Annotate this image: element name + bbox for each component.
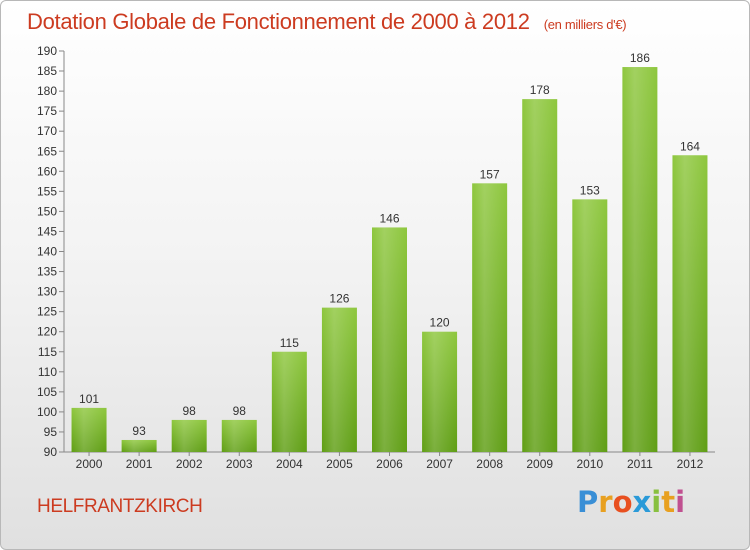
y-tick-label: 170 (37, 124, 57, 138)
value-label-2011: 186 (630, 51, 650, 65)
value-label-2010: 153 (580, 183, 600, 197)
x-tick-label-2005: 2005 (326, 457, 353, 471)
y-tick-label: 145 (37, 224, 57, 238)
y-tick-label: 180 (37, 84, 57, 98)
bar-shine-2012 (672, 155, 708, 452)
y-tick-label: 140 (37, 245, 57, 259)
logo-letter: t (661, 485, 676, 519)
chart-bars: 101 93 98 98 115 126 146 120 157 178 153 186 164 (71, 51, 708, 453)
value-label-2007: 120 (430, 316, 450, 330)
x-tick-label-2008: 2008 (476, 457, 503, 471)
x-tick-label-2001: 2001 (126, 457, 153, 471)
x-tick-label-2004: 2004 (276, 457, 303, 471)
logo-letter: i (675, 485, 686, 519)
bar-shine-2011 (622, 67, 658, 452)
x-tick-label-2000: 2000 (76, 457, 103, 471)
logo-letter: P (577, 485, 599, 519)
x-tick-label-2007: 2007 (426, 457, 453, 471)
y-tick-label: 110 (38, 365, 57, 379)
x-tick-label-2010: 2010 (576, 457, 603, 471)
value-label-2003: 98 (233, 404, 247, 418)
y-tick-label: 105 (37, 385, 57, 399)
y-tick-label: 165 (37, 144, 57, 158)
value-label-2006: 146 (379, 211, 399, 225)
bar-shine-2003 (221, 419, 257, 452)
y-tick-label: 90 (44, 445, 58, 459)
bar-shine-2005 (321, 307, 357, 452)
y-tick-label: 160 (37, 164, 57, 178)
chart-axes: 90 95 100 105 110 115 120 125 130 135 140 145 150 155… (37, 44, 715, 471)
y-tick-label: 155 (37, 184, 57, 198)
x-tick-label-2009: 2009 (526, 457, 553, 471)
y-tick-label: 120 (37, 325, 57, 339)
y-tick-label: 190 (37, 44, 57, 58)
bar-shine-2009 (522, 99, 558, 453)
logo-letter: x (632, 485, 652, 519)
chart-unit: (en milliers d'€) (543, 17, 627, 32)
y-tick-label: 95 (44, 425, 58, 439)
y-tick-label: 130 (37, 285, 57, 299)
value-label-2004: 115 (280, 336, 299, 350)
x-tick-label-2012: 2012 (677, 457, 704, 471)
value-label-2001: 93 (132, 424, 146, 438)
proxiti-logo: Proxiti (577, 485, 685, 519)
x-tick-label-2006: 2006 (376, 457, 403, 471)
bar-shine-2004 (271, 351, 307, 452)
y-tick-label: 185 (37, 64, 57, 78)
bar-shine-2002 (171, 419, 207, 452)
bar-shine-2000 (71, 407, 107, 452)
value-label-2012: 164 (680, 139, 700, 153)
bar-shine-2010 (572, 199, 608, 452)
value-label-2009: 178 (530, 83, 550, 97)
value-label-2000: 101 (79, 392, 99, 406)
bar-shine-2008 (472, 183, 508, 452)
chart-title: Dotation Globale de Fonctionnement de 20… (27, 9, 627, 35)
chart-title-text: Dotation Globale de Fonctionnement de 20… (27, 9, 530, 34)
value-label-2005: 126 (329, 292, 349, 306)
value-label-2002: 98 (183, 404, 197, 418)
bar-shine-2007 (422, 331, 458, 452)
x-tick-label-2011: 2011 (627, 457, 653, 471)
x-tick-label-2003: 2003 (226, 457, 253, 471)
y-tick-label: 100 (37, 405, 57, 419)
bar-shine-2001 (121, 439, 157, 452)
y-tick-label: 135 (37, 265, 57, 279)
logo-letter: r (598, 485, 613, 519)
logo-letter: i (651, 485, 662, 519)
value-label-2008: 157 (480, 167, 500, 181)
y-tick-label: 175 (37, 104, 57, 118)
y-tick-label: 125 (37, 305, 57, 319)
commune-name: HELFRANTZKIRCH (37, 496, 203, 517)
x-tick-label-2002: 2002 (176, 457, 203, 471)
y-tick-label: 115 (38, 345, 57, 359)
bar-shine-2006 (372, 227, 407, 452)
logo-letter: o (612, 485, 633, 519)
y-tick-label: 150 (37, 204, 57, 218)
